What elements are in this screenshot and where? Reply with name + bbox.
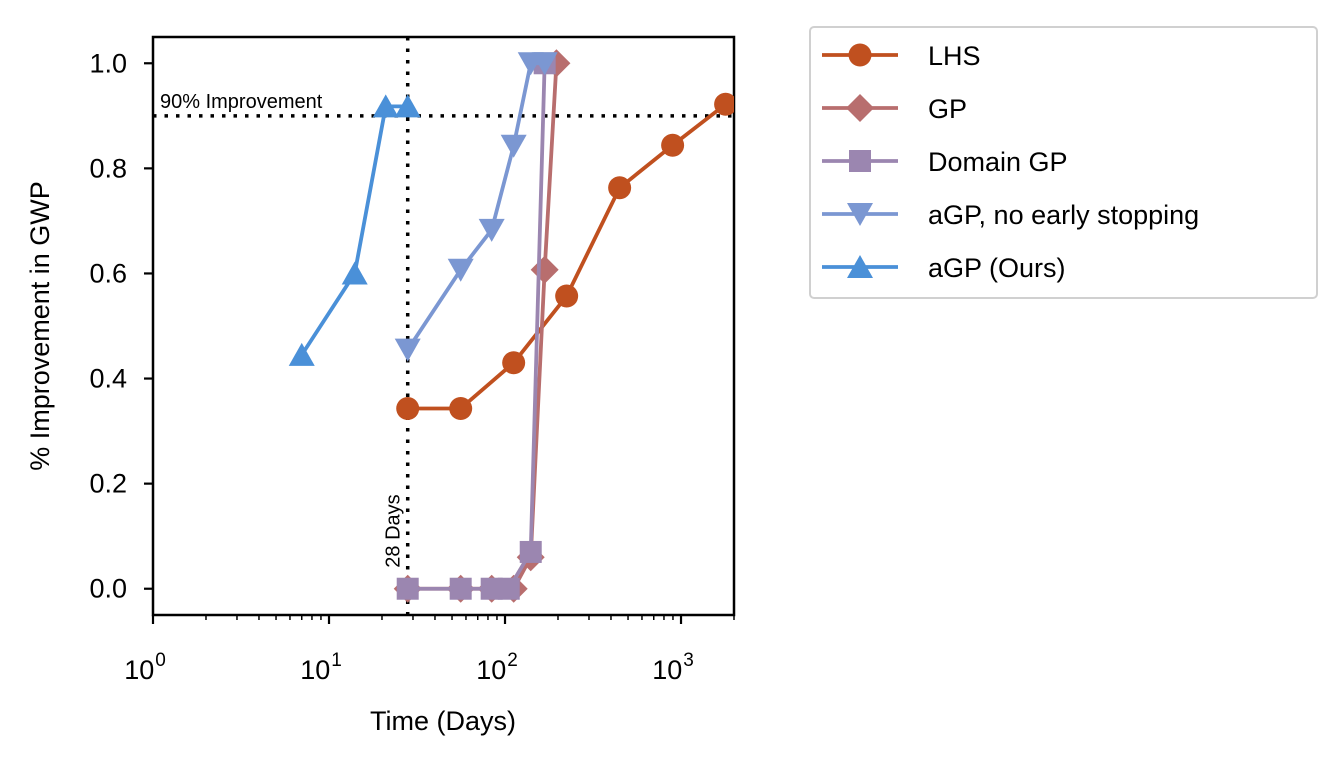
legend-label: aGP, no early stopping bbox=[928, 200, 1199, 230]
series-agp-ours bbox=[288, 94, 421, 366]
legend-item: GP bbox=[822, 94, 967, 124]
data-point bbox=[341, 261, 368, 285]
data-point bbox=[531, 52, 558, 76]
data-point bbox=[555, 284, 579, 308]
series-layer bbox=[288, 49, 734, 603]
y-tick-label: 0.4 bbox=[89, 364, 127, 394]
x-tick-label: 102 bbox=[476, 650, 518, 685]
legend-box bbox=[809, 26, 1318, 299]
legend-label: Domain GP bbox=[928, 147, 1068, 177]
series-line bbox=[407, 63, 547, 591]
data-point bbox=[661, 133, 685, 157]
legend-marker bbox=[847, 255, 873, 278]
data-point bbox=[449, 577, 472, 600]
data-point bbox=[372, 94, 399, 118]
data-point bbox=[519, 540, 542, 563]
x-tick-label: 100 bbox=[124, 650, 166, 685]
data-point bbox=[480, 577, 503, 600]
y-axis-label: % Improvement in GWP bbox=[25, 181, 55, 471]
data-point bbox=[608, 176, 632, 200]
reference-lines: 90% Improvement 28 Days bbox=[153, 37, 734, 615]
y-tick-label: 1.0 bbox=[89, 48, 127, 78]
y-axis: 0.0 0.2 0.4 0.6 0.8 1.0 bbox=[89, 48, 153, 604]
y-tick-label: 0.0 bbox=[89, 574, 127, 604]
data-point bbox=[497, 577, 520, 600]
series-line bbox=[407, 63, 559, 591]
legend-marker bbox=[848, 43, 872, 67]
data-point bbox=[288, 342, 315, 366]
series-line bbox=[406, 61, 545, 351]
x-axis: 100 101 102 103 bbox=[124, 615, 735, 685]
y-tick-label: 0.6 bbox=[89, 258, 127, 288]
legend-item: aGP, no early stopping bbox=[822, 200, 1199, 230]
data-point bbox=[478, 218, 505, 242]
y-tick-label: 0.2 bbox=[89, 469, 127, 499]
legend-label: aGP (Ours) bbox=[928, 253, 1066, 283]
plot-frame bbox=[151, 35, 736, 617]
reference-line-label: 28 Days bbox=[383, 494, 405, 567]
legend-label: GP bbox=[928, 94, 967, 124]
legend-marker bbox=[849, 150, 871, 172]
y-tick-label: 0.8 bbox=[89, 153, 127, 183]
data-point bbox=[449, 396, 473, 420]
data-point bbox=[447, 258, 474, 282]
legend-marker bbox=[847, 203, 873, 226]
data-point bbox=[714, 92, 734, 116]
data-point bbox=[500, 134, 527, 158]
series-domain-gp bbox=[396, 52, 556, 600]
data-point bbox=[502, 351, 526, 375]
legend: LHS GP Domain GP aGP, no early stopping aGP … bbox=[809, 26, 1318, 299]
data-point bbox=[396, 577, 419, 600]
legend-marker bbox=[846, 94, 874, 122]
legend-label: LHS bbox=[928, 41, 981, 71]
data-point bbox=[394, 94, 421, 118]
x-tick-label: 101 bbox=[300, 650, 342, 685]
legend-item: Domain GP bbox=[822, 147, 1068, 177]
x-tick-label: 103 bbox=[652, 650, 694, 685]
data-point bbox=[530, 255, 559, 284]
reference-line-label: 90% Improvement bbox=[160, 91, 323, 113]
data-point bbox=[396, 396, 420, 420]
data-point bbox=[394, 338, 421, 362]
series-lhs bbox=[396, 92, 734, 420]
series-agp-no-early-stopping bbox=[394, 52, 558, 362]
x-axis-label: Time (Days) bbox=[370, 706, 516, 736]
legend-item: LHS bbox=[822, 41, 981, 71]
series-line bbox=[300, 104, 408, 356]
legend-item: aGP (Ours) bbox=[822, 253, 1066, 283]
